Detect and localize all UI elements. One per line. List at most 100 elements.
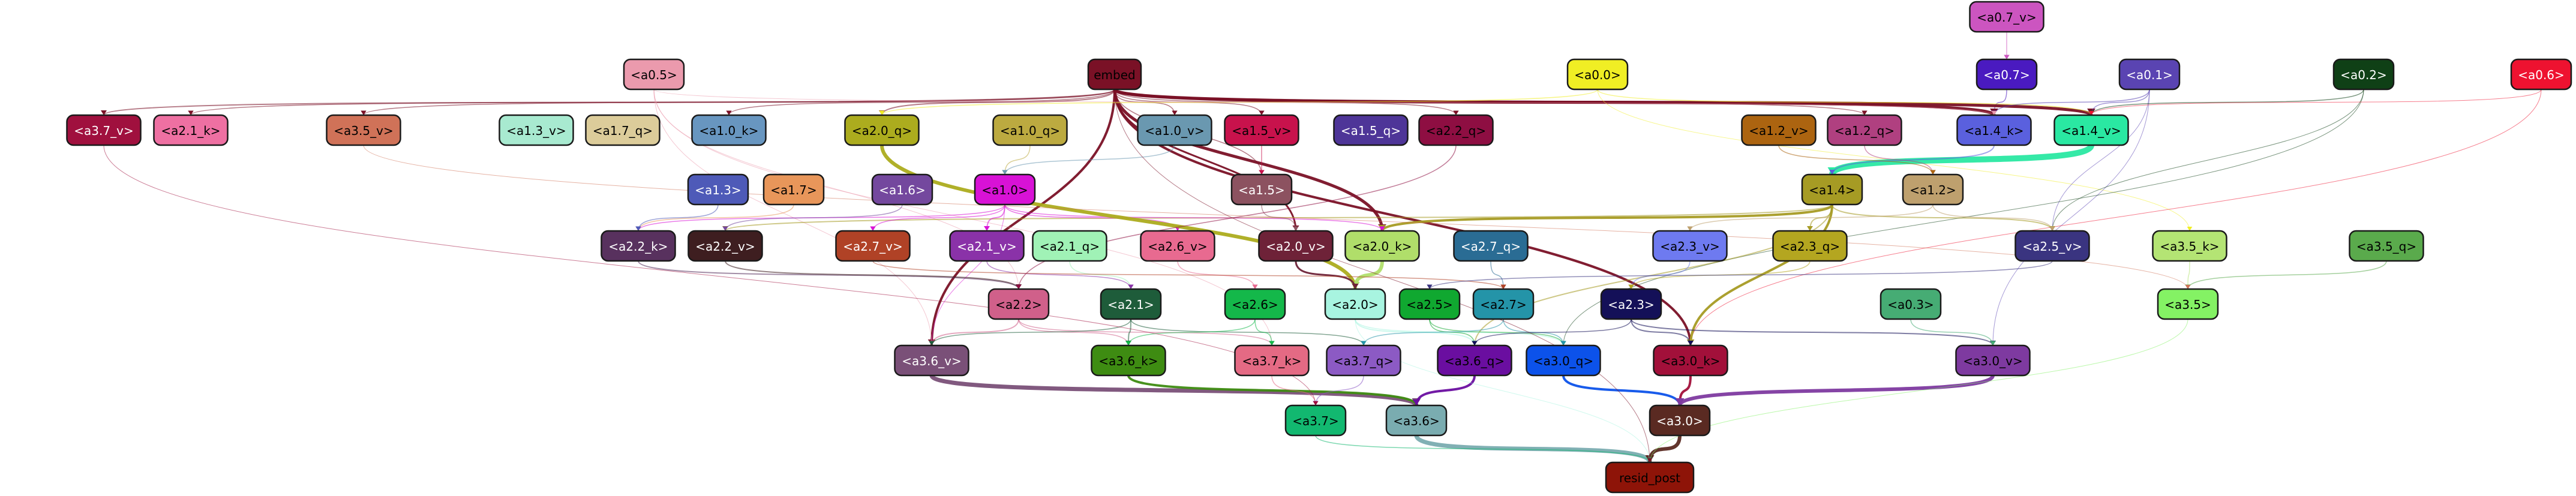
node-box[interactable]	[1827, 114, 1902, 146]
node-box[interactable]	[1880, 288, 1942, 320]
node-a3-0-k[interactable]: <a3.0_k>	[1653, 344, 1728, 377]
node-box[interactable]	[1453, 230, 1529, 262]
node-a1-4-v[interactable]: <a1.4_v>	[2053, 114, 2129, 146]
node-box[interactable]	[326, 114, 401, 146]
node-box[interactable]	[2157, 288, 2219, 320]
node-box[interactable]	[1224, 114, 1299, 146]
node-a3-5-k[interactable]: <a3.5_k>	[2152, 230, 2227, 262]
node-box[interactable]	[1566, 58, 1629, 91]
node-box[interactable]	[1652, 230, 1728, 262]
node-a2-2-q[interactable]: <a2.2_q>	[1418, 114, 1494, 146]
node-a0-0[interactable]: <a0.0>	[1566, 58, 1629, 91]
node-a1-7[interactable]: <a1.7>	[762, 173, 825, 206]
node-box[interactable]	[1956, 114, 2032, 146]
node-box[interactable]	[1140, 230, 1215, 262]
node-a2-2-k[interactable]: <a2.2_k>	[601, 230, 676, 262]
node-a1-4[interactable]: <a1.4>	[1801, 173, 1863, 206]
node-box[interactable]	[1032, 230, 1107, 262]
node-a2-1-v[interactable]: <a2.1_v>	[949, 230, 1025, 262]
node-a1-5-q[interactable]: <a1.5_q>	[1333, 114, 1409, 146]
node-box[interactable]	[835, 230, 911, 262]
node-box[interactable]	[1091, 344, 1166, 377]
node-a3-6[interactable]: <a3.6>	[1385, 404, 1448, 437]
node-box[interactable]	[2349, 230, 2424, 262]
node-a2-7-q[interactable]: <a2.7_q>	[1453, 230, 1529, 262]
node-a3-0[interactable]: <a3.0>	[1649, 404, 1711, 437]
node-box[interactable]	[2014, 230, 2090, 262]
node-a2-3-q[interactable]: <a2.3_q>	[1772, 230, 1848, 262]
node-a3-5-v[interactable]: <a3.5_v>	[326, 114, 401, 146]
node-box[interactable]	[1258, 230, 1334, 262]
node-a2-3[interactable]: <a2.3>	[1600, 288, 1662, 320]
node-box[interactable]	[1649, 404, 1711, 437]
node-a2-0[interactable]: <a2.0>	[1324, 288, 1386, 320]
node-a0-5[interactable]: <a0.5>	[623, 58, 685, 91]
node-a3-0-q[interactable]: <a3.0_q>	[1526, 344, 1601, 377]
node-a1-0-q[interactable]: <a1.0_q>	[992, 114, 1068, 146]
node-a1-0-k[interactable]: <a1.0_k>	[691, 114, 767, 146]
node-box[interactable]	[1333, 114, 1409, 146]
node-box[interactable]	[2332, 58, 2395, 91]
node-a3-7-v[interactable]: <a3.7_v>	[66, 114, 142, 146]
node-a2-2-v[interactable]: <a2.2_v>	[687, 230, 763, 262]
node-box[interactable]	[894, 344, 969, 377]
node-a2-6[interactable]: <a2.6>	[1224, 288, 1286, 320]
node-box[interactable]	[871, 173, 933, 206]
node-a1-2-v[interactable]: <a1.2_v>	[1741, 114, 1817, 146]
node-box[interactable]	[1137, 114, 1212, 146]
node-box[interactable]	[1230, 173, 1293, 206]
node-box[interactable]	[691, 114, 767, 146]
node-box[interactable]	[1224, 288, 1286, 320]
node-a1-3[interactable]: <a1.3>	[687, 173, 749, 206]
node-box[interactable]	[623, 58, 685, 91]
node-box[interactable]	[1605, 461, 1695, 494]
node-box[interactable]	[2510, 58, 2572, 91]
node-resid-post[interactable]: resid_post	[1605, 461, 1695, 494]
node-a1-5-v[interactable]: <a1.5_v>	[1224, 114, 1299, 146]
node-box[interactable]	[949, 230, 1025, 262]
node-box[interactable]	[2118, 58, 2181, 91]
node-box[interactable]	[1437, 344, 1512, 377]
node-a2-1-k[interactable]: <a2.1_k>	[153, 114, 229, 146]
node-box[interactable]	[687, 230, 763, 262]
node-a2-0-k[interactable]: <a2.0_k>	[1344, 230, 1420, 262]
node-box[interactable]	[1902, 173, 1964, 206]
node-a2-7[interactable]: <a2.7>	[1472, 288, 1535, 320]
node-box[interactable]	[992, 114, 1068, 146]
node-a2-1[interactable]: <a2.1>	[1100, 288, 1162, 320]
node-a0-2[interactable]: <a0.2>	[2332, 58, 2395, 91]
node-a1-4-k[interactable]: <a1.4_k>	[1956, 114, 2032, 146]
node-embed[interactable]: embed	[1087, 58, 1142, 91]
node-a2-3-v[interactable]: <a2.3_v>	[1652, 230, 1728, 262]
node-a2-0-q[interactable]: <a2.0_q>	[844, 114, 920, 146]
node-box[interactable]	[1472, 288, 1535, 320]
node-a3-6-q[interactable]: <a3.6_q>	[1437, 344, 1512, 377]
node-a2-5[interactable]: <a2.5>	[1398, 288, 1461, 320]
node-box[interactable]	[762, 173, 825, 206]
node-box[interactable]	[1418, 114, 1494, 146]
node-box[interactable]	[1526, 344, 1601, 377]
node-box[interactable]	[1385, 404, 1448, 437]
node-a2-1-q[interactable]: <a2.1_q>	[1032, 230, 1107, 262]
node-a3-7-q[interactable]: <a3.7_q>	[1326, 344, 1401, 377]
node-box[interactable]	[585, 114, 660, 146]
node-a2-7-v[interactable]: <a2.7_v>	[835, 230, 911, 262]
node-box[interactable]	[1326, 344, 1401, 377]
node-a2-6-v[interactable]: <a2.6_v>	[1140, 230, 1215, 262]
node-box[interactable]	[1284, 404, 1347, 437]
node-box[interactable]	[1741, 114, 1817, 146]
node-box[interactable]	[1234, 344, 1310, 377]
node-box[interactable]	[499, 114, 574, 146]
node-box[interactable]	[1969, 1, 2044, 33]
node-box[interactable]	[1955, 344, 2031, 377]
node-box[interactable]	[1600, 288, 1662, 320]
node-a1-7-q[interactable]: <a1.7_q>	[585, 114, 660, 146]
node-a3-6-k[interactable]: <a3.6_k>	[1091, 344, 1166, 377]
node-a0-6[interactable]: <a0.6>	[2510, 58, 2572, 91]
node-a3-7-k[interactable]: <a3.7_k>	[1234, 344, 1310, 377]
node-box[interactable]	[153, 114, 229, 146]
node-a1-6[interactable]: <a1.6>	[871, 173, 933, 206]
node-a2-5-v[interactable]: <a2.5_v>	[2014, 230, 2090, 262]
node-a2-0-v[interactable]: <a2.0_v>	[1258, 230, 1334, 262]
node-a2-2[interactable]: <a2.2>	[987, 288, 1050, 320]
